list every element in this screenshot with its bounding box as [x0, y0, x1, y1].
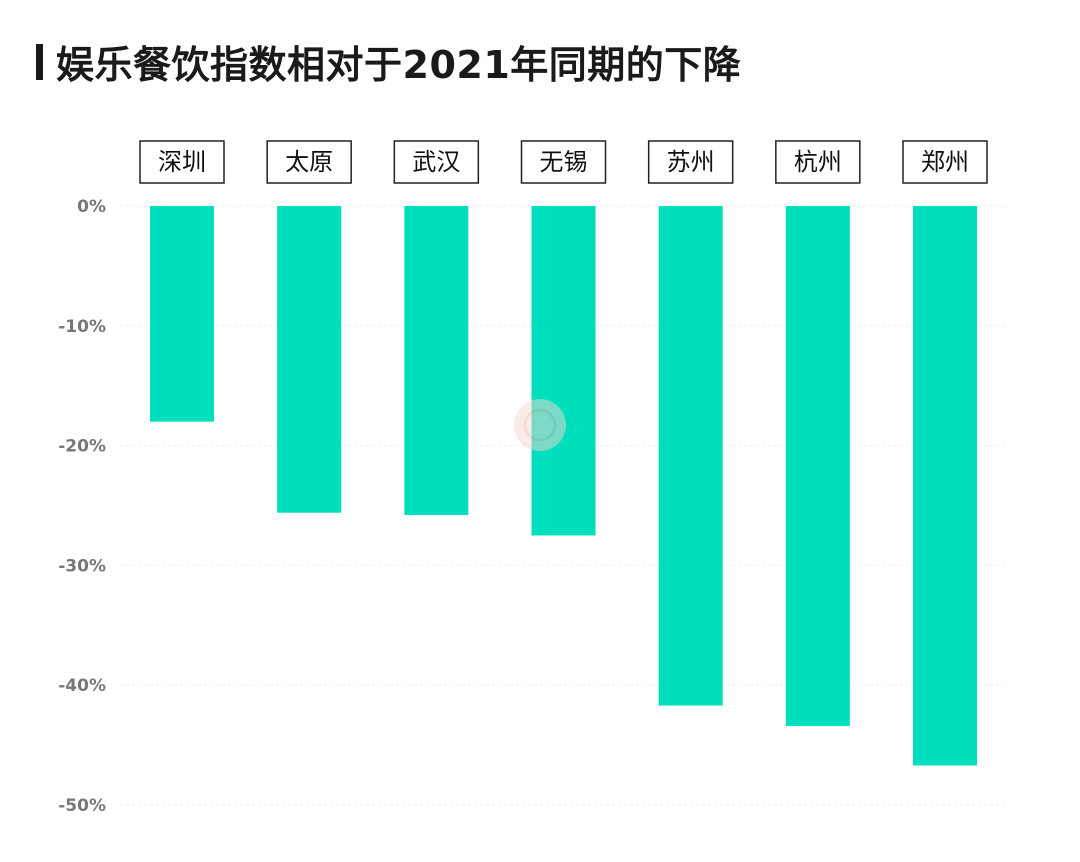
category-label-box [393, 140, 480, 184]
category-label: 武汉 [412, 148, 460, 176]
category-label: 无锡 [540, 148, 588, 176]
bar [277, 206, 342, 513]
bar [531, 206, 596, 536]
category-label: 深圳 [158, 148, 206, 176]
category-label-box [139, 140, 225, 184]
category-label-box [647, 140, 734, 184]
bar [913, 206, 977, 766]
y-tick-label: -40% [58, 676, 106, 696]
y-tick-label: -20% [58, 437, 106, 457]
chart-title: 娱乐餐饮指数相对于2021年同期的下降 [56, 43, 742, 87]
category-label-box [902, 140, 988, 184]
category-label-box [266, 140, 352, 184]
category-label-box [775, 140, 861, 184]
bar [404, 206, 469, 516]
watermark-logo [514, 399, 566, 451]
y-tick-label: -10% [58, 317, 106, 337]
category-label: 苏州 [667, 148, 715, 176]
category-label: 郑州 [921, 148, 969, 176]
title-accent-bar [36, 44, 43, 80]
y-tick-label: -30% [58, 556, 106, 576]
y-axis-ticks: 0% -10% -20% -30% -40% -50% [58, 197, 106, 816]
y-tick-label: -50% [58, 796, 106, 816]
category-label: 杭州 [794, 148, 842, 176]
category-label-box [520, 140, 607, 184]
bar [658, 206, 723, 706]
category-label: 太原 [285, 148, 333, 176]
bar [785, 206, 850, 726]
bars [150, 206, 977, 766]
category-labels: 深圳 太原 武汉 无锡 苏州 杭州 郑州 [139, 140, 988, 184]
y-tick-label: 0% [77, 197, 106, 217]
bar [150, 206, 214, 422]
